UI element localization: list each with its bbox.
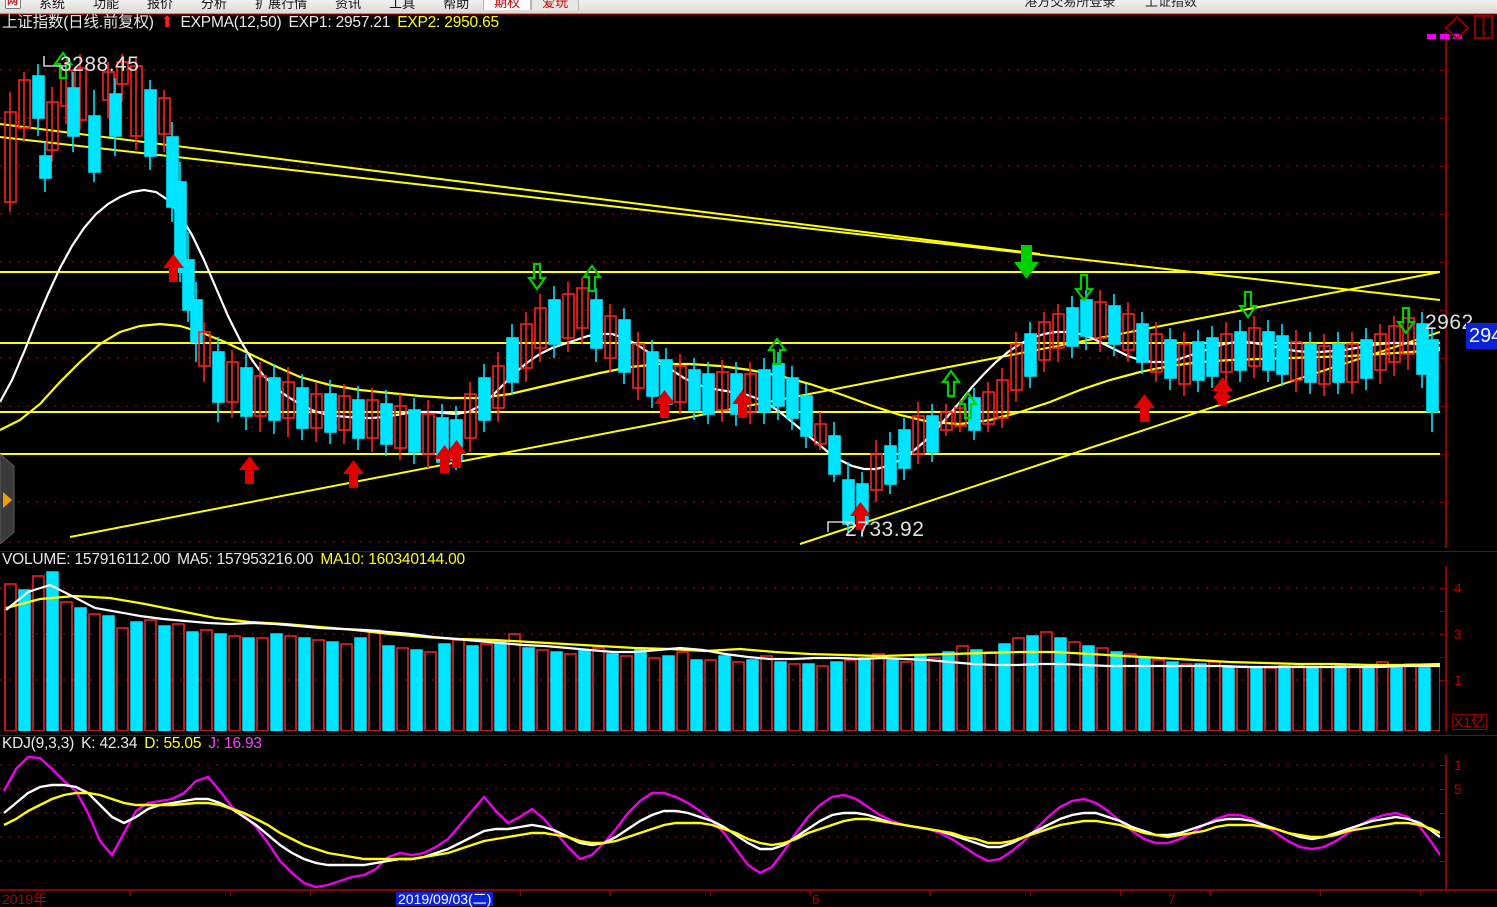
menu-bar[interactable]: 网 系统 功能 报价 分析 扩展行情 资讯 工具 帮助 期权 爱玩 港方交易所登… <box>0 0 1497 14</box>
kdj-d-value: 55.05 <box>163 735 202 752</box>
menu-item-extended-quotes[interactable]: 扩展行情 <box>255 0 308 11</box>
corner-icon-group[interactable] <box>1427 14 1493 50</box>
volume-axis[interactable]: 4 3 1 <box>1440 566 1497 731</box>
exp2-label: EXP2: <box>397 14 441 31</box>
menu-item-analysis[interactable]: 分析 <box>201 0 228 11</box>
kdj-axis[interactable]: 1 5 <box>1440 755 1497 903</box>
buy-sell-signal-arrows <box>52 51 1417 530</box>
kdj-name-label[interactable]: KDJ(9,3,3) <box>2 735 75 752</box>
volume-value: 157916112.00 <box>74 551 171 568</box>
kdj-k-label: K: <box>81 735 96 752</box>
menu-item-news[interactable]: 资讯 <box>335 0 362 11</box>
date-label-7: 7 <box>1168 891 1176 907</box>
price-axis[interactable] <box>1440 32 1497 548</box>
up-arrow-icon: ⬆ <box>160 14 174 31</box>
selected-date-label: 2019/09/03(二) <box>396 891 494 907</box>
price-panel-title: 上证指数(日线.前复权) ⬆ EXPMA(12,50) EXP1: 2957.21 EX… <box>2 15 499 31</box>
volume-axis-label-4: 4 <box>1454 580 1462 596</box>
header-rule <box>0 14 1497 16</box>
exp2-value: 2950.65 <box>444 14 499 31</box>
split-pane-icon <box>1474 15 1493 39</box>
kdj-axis-label-top: 1 <box>1454 757 1462 773</box>
date-label-6: 6 <box>812 891 820 907</box>
red-diamond-marker <box>1213 388 1231 406</box>
status-current-symbol: 上证指数 <box>1144 0 1197 9</box>
candlesticks <box>4 54 1439 537</box>
volume-ma10-label: MA10: <box>320 551 365 568</box>
menu-status-area: 港方交易所登录 上证指数 <box>998 0 1497 10</box>
last-price-tag: 294 <box>1466 323 1497 349</box>
menu-item-help[interactable]: 帮助 <box>443 0 470 11</box>
volume-chart-svg[interactable] <box>0 566 1440 731</box>
menu-item-quote[interactable]: 报价 <box>147 0 174 11</box>
volume-axis-label-1: 1 <box>1454 672 1462 688</box>
app-logo-text: 网 <box>7 0 18 7</box>
kdj-k-value: 42.34 <box>99 735 138 752</box>
menu-item-function[interactable]: 功能 <box>93 0 120 11</box>
period-high-label: 3288.45 <box>60 53 140 76</box>
kdj-j-value: 16.93 <box>224 735 262 752</box>
price-chart-svg[interactable] <box>0 32 1440 548</box>
indicator-name[interactable]: EXPMA(12,50) <box>180 14 282 31</box>
cursor-price-label: 2962 <box>1425 311 1474 334</box>
volume-axis-label-3: 3 <box>1454 626 1462 642</box>
kdj-gridlines <box>0 764 1440 862</box>
kdj-panel-title: KDJ(9,3,3) K: 42.34 D: 55.05 J: 16.93 <box>2 736 262 752</box>
date-label-2019: 2019年 <box>2 891 48 907</box>
menu-item-tools[interactable]: 工具 <box>389 0 416 11</box>
period-low-label: 2733.92 <box>845 518 925 541</box>
status-exchange-login[interactable]: 港方交易所登录 <box>1024 0 1116 9</box>
kdj-chart-svg[interactable] <box>0 755 1440 903</box>
exp1-label: EXP1: <box>288 14 332 31</box>
magenta-dashes-icon <box>1427 34 1462 39</box>
exp2-line <box>0 322 1440 431</box>
volume-kdj-separator <box>0 735 1497 736</box>
app-logo-icon: 网 <box>3 0 25 13</box>
kdj-j-label: J: <box>208 735 220 752</box>
low-label-leader <box>827 521 848 532</box>
symbol-name[interactable]: 上证指数(日线.前复权) <box>2 14 154 31</box>
diamond-icon <box>1444 15 1470 41</box>
chart-corner-icons[interactable] <box>1427 14 1493 50</box>
volume-name-label[interactable]: VOLUME: <box>2 551 71 568</box>
kdj-k-line <box>3 783 1440 867</box>
volume-ma5-value: 157953216.00 <box>216 551 314 568</box>
green-hollow-arrow-icon <box>52 51 1417 420</box>
kdj-d-label: D: <box>144 735 160 752</box>
tab-play[interactable]: 爱玩 <box>531 0 580 10</box>
price-volume-separator <box>0 551 1497 552</box>
green-down-arrow-icon <box>1014 245 1039 279</box>
exp1-value: 2957.21 <box>335 14 391 31</box>
kdj-chart-area[interactable] <box>0 755 1440 903</box>
kdj-d-line <box>3 791 1440 861</box>
high-label-leader <box>43 56 66 67</box>
tab-options[interactable]: 期权 <box>483 0 532 10</box>
volume-ma5-label: MA5: <box>177 551 213 568</box>
volume-ma10-value: 160340144.00 <box>368 551 465 568</box>
volume-ma10-line <box>5 594 1440 667</box>
menu-item-system[interactable]: 系统 <box>39 0 66 11</box>
left-panel-expand-handle[interactable] <box>0 454 18 544</box>
volume-multiplier-label: X1亿 <box>1451 714 1487 730</box>
volume-ma5-line <box>5 583 1440 669</box>
chart-workspace[interactable]: 上证指数(日线.前复权) ⬆ EXPMA(12,50) EXP1: 2957.21 EX… <box>0 14 1497 907</box>
price-chart-area[interactable]: 3288.45 2733.92 2962 <box>0 32 1473 548</box>
volume-bars <box>4 571 1440 731</box>
kdj-axis-label-mid: 5 <box>1454 781 1462 797</box>
volume-panel-title: VOLUME: 157916112.00 MA5: 157953216.00 MA1… <box>2 552 465 568</box>
volume-chart-area[interactable] <box>0 566 1440 731</box>
left-handle-icon[interactable] <box>0 454 18 544</box>
date-axis[interactable]: 2019年 5 6 7 2019/09/03(二) <box>0 889 1497 907</box>
